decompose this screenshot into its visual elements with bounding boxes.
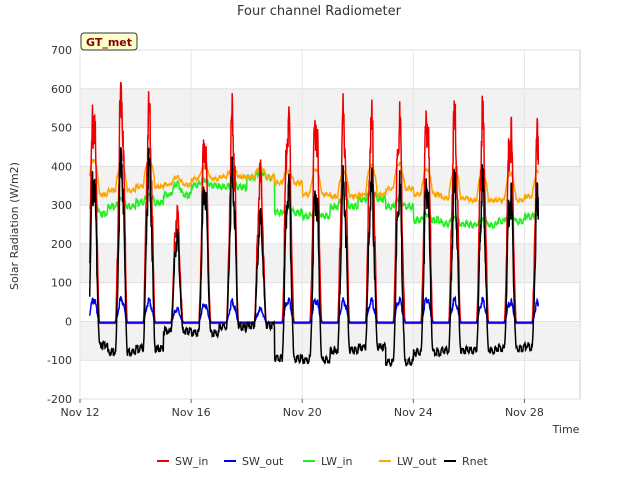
legend-label-lw-out: LW_out <box>397 455 437 468</box>
y-tick-label: 0 <box>65 315 72 328</box>
badge-box <box>80 32 138 51</box>
series-lines <box>88 81 540 368</box>
x-tick-label: Nov 24 <box>394 406 433 419</box>
y-axis-ticks: -200 -100 0 100 200 300 400 500 600 700 <box>47 44 72 406</box>
y-tick-label: 300 <box>51 199 72 212</box>
x-axis-label: Time <box>552 423 580 436</box>
y-tick-label: -200 <box>47 393 72 406</box>
chart-title: Four channel Radiometer <box>237 4 402 19</box>
legend-label-sw-in: SW_in <box>175 455 208 468</box>
y-tick-label: 700 <box>51 44 72 57</box>
legend-label-sw-out: SW_out <box>242 455 284 468</box>
x-tick-label: Nov 12 <box>61 406 100 419</box>
series-line-sw-out <box>88 295 540 323</box>
legend-label-rnet: Rnet <box>462 455 488 468</box>
x-tick-label: Nov 16 <box>172 406 211 419</box>
y-axis-label: Solar Radiation (W/m2) <box>8 162 21 290</box>
legend: SW_in SW_out LW_in LW_out Rnet <box>157 455 488 468</box>
x-tick-label: Nov 28 <box>505 406 544 419</box>
series-line-rnet <box>88 147 540 368</box>
station-badge: GT_met <box>80 32 138 51</box>
y-tick-label: 100 <box>51 277 72 290</box>
y-tick-label: 600 <box>51 83 72 96</box>
badge-label: GT_met <box>86 36 132 49</box>
y-tick-label: -100 <box>47 354 72 367</box>
y-tick-label: 500 <box>51 122 72 135</box>
grid-band <box>80 88 580 128</box>
grid-band <box>80 243 580 283</box>
series-line-lw-out <box>88 155 540 205</box>
legend-label-lw-in: LW_in <box>321 455 353 468</box>
x-axis-ticks: Nov 12 Nov 16 Nov 20 Nov 24 Nov 28 <box>61 399 544 419</box>
series-line-sw-in <box>88 81 540 325</box>
x-tick-label: Nov 20 <box>283 406 322 419</box>
y-tick-label: 200 <box>51 238 72 251</box>
y-tick-label: 400 <box>51 160 72 173</box>
